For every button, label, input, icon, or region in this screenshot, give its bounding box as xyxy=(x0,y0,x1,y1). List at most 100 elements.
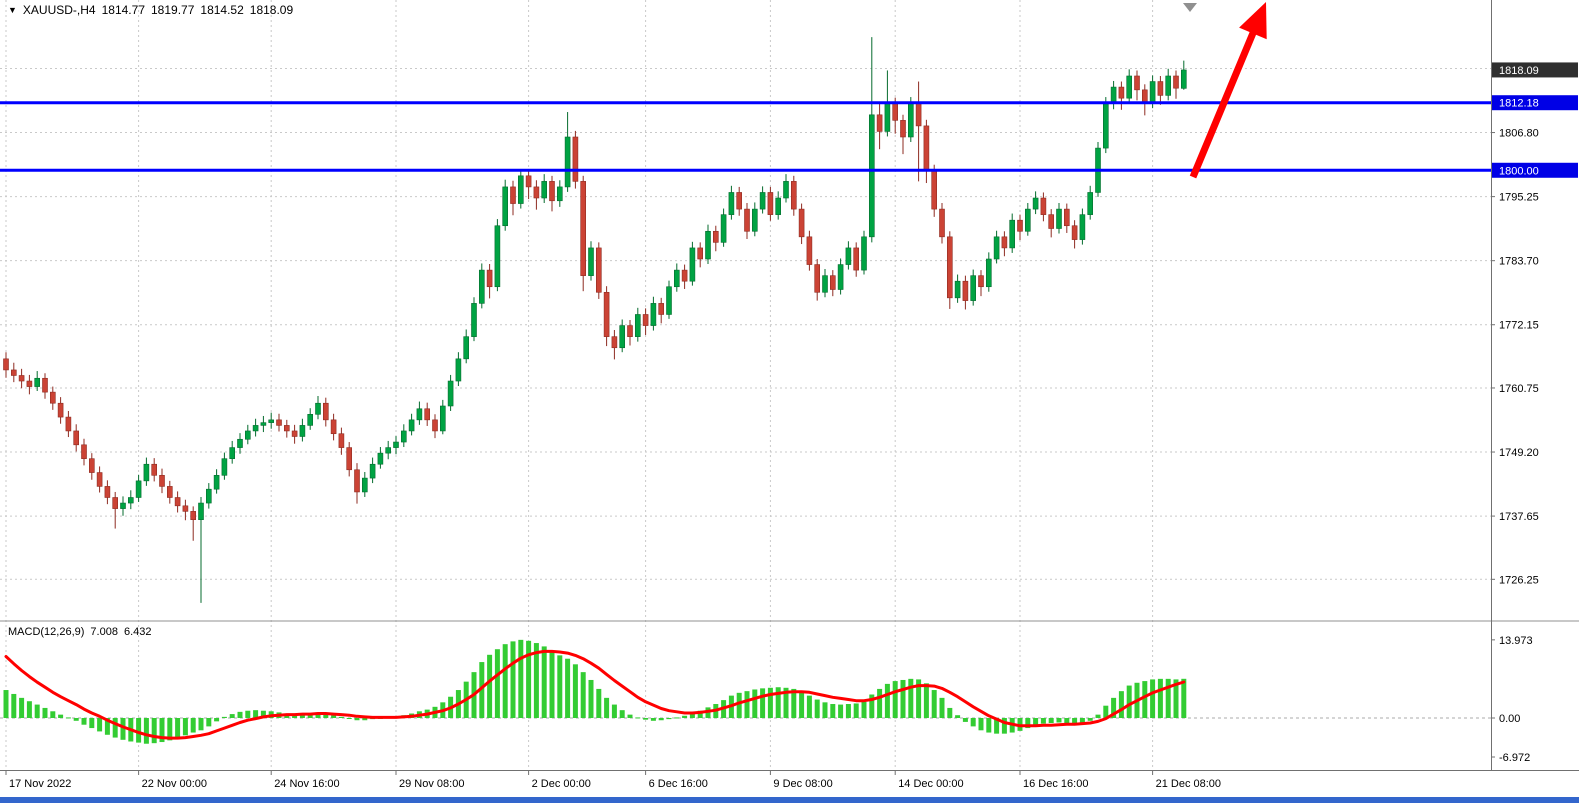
chart-shift-marker[interactable] xyxy=(1183,3,1197,12)
macd-bar xyxy=(877,688,883,718)
trend-arrow-shaft[interactable] xyxy=(1189,31,1257,179)
candle-body xyxy=(900,120,906,138)
candle-body xyxy=(49,391,56,404)
macd-bar xyxy=(11,693,17,718)
candle-body xyxy=(822,275,828,293)
macd-bar xyxy=(97,718,103,732)
level-lines[interactable] xyxy=(0,101,1491,172)
candle-body xyxy=(494,225,501,288)
candle-body xyxy=(751,208,758,232)
candle-body xyxy=(907,103,914,138)
candle-body xyxy=(556,186,563,202)
candle-body xyxy=(361,477,368,493)
time-axis[interactable]: 17 Nov 2022 22 Nov 00:00 24 Nov 16:00 29 No… xyxy=(5,770,1221,790)
macd-name: MACD(12,26,9) xyxy=(8,626,85,638)
candle-body xyxy=(993,236,1000,260)
candle-body xyxy=(283,425,290,432)
candle-body xyxy=(744,208,750,232)
candle-body xyxy=(1017,219,1023,232)
candle-body xyxy=(564,136,571,188)
candle-body xyxy=(767,192,774,215)
candle-body xyxy=(486,269,493,288)
price-label: 1737.65 xyxy=(1499,511,1539,523)
candle-body xyxy=(174,497,181,507)
candle-body xyxy=(728,192,735,215)
macd-bar xyxy=(260,710,266,718)
macd-bar xyxy=(338,716,344,718)
candle-body xyxy=(876,114,883,132)
candle-body xyxy=(642,314,649,326)
time-label: 6 Dec 16:00 xyxy=(649,778,708,790)
candle-body xyxy=(892,103,899,121)
macd-axis-label: 13.973 xyxy=(1499,635,1533,647)
candle-body xyxy=(541,181,548,199)
macd-bar xyxy=(978,718,984,731)
trend-arrow[interactable] xyxy=(1189,2,1267,179)
macd-bar xyxy=(1087,718,1093,721)
candle-body xyxy=(143,463,150,482)
candle-body xyxy=(853,247,860,271)
candle-body xyxy=(206,488,212,504)
candle-body xyxy=(1087,192,1093,215)
time-label: 22 Nov 00:00 xyxy=(142,778,207,790)
candle-body xyxy=(346,447,353,471)
candle-body xyxy=(689,247,696,282)
candle-body xyxy=(81,444,87,459)
price-label: 1795.25 xyxy=(1499,192,1539,204)
macd-bar xyxy=(182,718,188,736)
candle-body xyxy=(1071,225,1078,240)
macd-bar xyxy=(253,710,259,718)
pane-separators xyxy=(0,0,1579,771)
macd-bar xyxy=(869,694,875,718)
macd-bar xyxy=(89,718,95,729)
candle-body xyxy=(112,497,118,509)
macd-bar xyxy=(1095,714,1101,718)
shift-triangle-icon[interactable] xyxy=(1183,3,1197,12)
candle-body xyxy=(322,402,329,421)
trend-arrow-head[interactable] xyxy=(1239,2,1267,40)
macd-bar xyxy=(986,718,992,733)
price-label: 1760.75 xyxy=(1499,383,1539,395)
candle-body xyxy=(1025,208,1031,232)
candle-body xyxy=(291,430,298,437)
candle-body xyxy=(104,486,111,498)
title-high: 1819.77 xyxy=(151,3,195,17)
macd-bar xyxy=(1048,718,1054,724)
macd-bar xyxy=(1064,718,1070,724)
macd-bar xyxy=(775,687,781,718)
macd-bar xyxy=(214,718,220,722)
macd-bar xyxy=(931,690,937,718)
macd-bar xyxy=(143,718,149,744)
macd-bar xyxy=(752,689,758,718)
candle-body xyxy=(65,416,72,432)
candle-body xyxy=(868,114,875,238)
title-triangle-icon[interactable]: ▼ xyxy=(8,4,17,15)
candle-body xyxy=(533,186,540,199)
candle-body xyxy=(697,247,704,260)
candle-body xyxy=(712,230,719,243)
candle-body xyxy=(26,380,33,387)
title-low: 1814.52 xyxy=(200,3,244,17)
candle-body xyxy=(915,103,922,127)
candle-body xyxy=(11,369,17,376)
macd-bar xyxy=(892,681,898,718)
candle-body xyxy=(34,377,41,387)
candle-body xyxy=(128,497,134,504)
candle-body xyxy=(1173,75,1179,89)
candle-body xyxy=(237,438,243,448)
macd-axis-label: -6.972 xyxy=(1499,752,1530,764)
level-price-label: 1800.00 xyxy=(1499,165,1539,177)
candle-body xyxy=(120,502,126,509)
candle-body xyxy=(806,236,813,265)
macd-bar xyxy=(502,644,508,718)
candle-body xyxy=(681,269,688,282)
candle-body xyxy=(393,441,399,448)
window-bottom-border xyxy=(0,797,1579,803)
candle-body xyxy=(354,469,360,493)
candle-body xyxy=(1079,214,1086,240)
price-axis[interactable]: 1806.80 1795.25 1783.70 1772.15 1760.75 1749.… xyxy=(1491,62,1578,764)
candle-body xyxy=(439,405,446,432)
candle-body xyxy=(837,264,844,290)
